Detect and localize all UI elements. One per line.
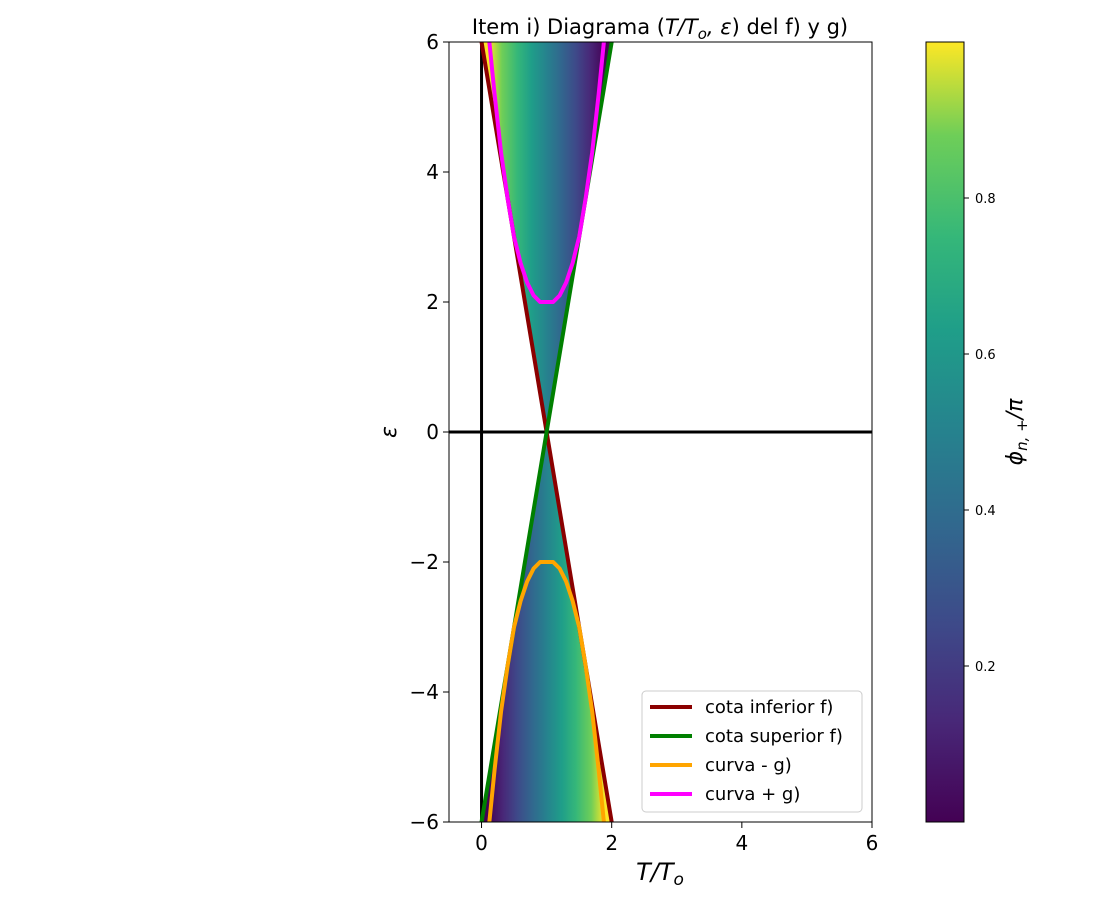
y-tick-label: −2: [410, 550, 439, 574]
legend-label: curva - g): [705, 755, 792, 776]
y-axis: −6 −4 −2 0 2 4 6: [410, 30, 449, 834]
legend-label: cota superior f): [705, 726, 843, 747]
heatmap-field: [481, 42, 612, 822]
x-tick-label: 0: [475, 831, 488, 855]
series-line-3: [487, 560, 606, 822]
x-tick-label: 4: [735, 831, 748, 855]
y-tick-label: 6: [426, 30, 439, 54]
legend-label: curva + g): [705, 784, 800, 805]
series-layer: [479, 42, 614, 822]
x-tick-label: 6: [866, 831, 879, 855]
heatmap-region-lower: [481, 432, 612, 822]
legend: cota inferior f) cota superior f) curva - …: [641, 690, 863, 813]
y-tick-label: 2: [426, 290, 439, 314]
colorbar-tick-label: 0.4: [975, 504, 996, 519]
y-tick-label: 4: [426, 160, 439, 184]
series-line-4: [487, 42, 606, 304]
colorbar-label: ϕn, +/π: [1003, 398, 1031, 466]
colorbar-tick-label: 0.6: [975, 348, 996, 363]
colorbar-tick-label: 0.2: [975, 660, 996, 675]
heatmap-region-upper: [481, 42, 612, 432]
y-tick-label: 0: [426, 420, 439, 444]
x-axis: 0 2 4 6: [475, 822, 878, 855]
chart-title: Item i) Diagrama (T/To, ε) del f) y g): [472, 15, 848, 43]
y-tick-label: −6: [410, 810, 439, 834]
y-tick-label: −4: [410, 680, 439, 704]
legend-box: [641, 690, 863, 813]
colorbar-tick-label: 0.8: [975, 192, 996, 207]
x-tick-label: 2: [605, 831, 618, 855]
colorbar-ticks: 0.2 0.4 0.6 0.8: [964, 192, 996, 675]
colorbar: [925, 41, 965, 823]
y-axis-label: ε: [377, 426, 402, 438]
x-axis-label: T/To: [636, 858, 684, 890]
legend-label: cota inferior f): [705, 697, 833, 718]
